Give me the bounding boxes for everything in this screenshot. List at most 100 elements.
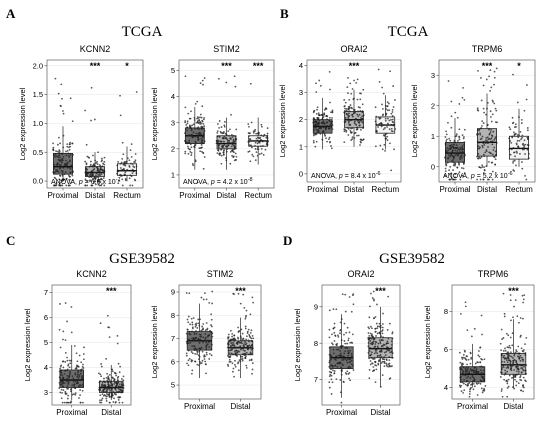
- data-point: [247, 132, 250, 134]
- data-point: [101, 165, 104, 168]
- data-point: [256, 154, 259, 157]
- data-point: [380, 349, 382, 352]
- data-point: [69, 388, 72, 391]
- data-point: [250, 337, 253, 340]
- data-point: [526, 148, 529, 151]
- data-point: [445, 130, 447, 133]
- data-point: [509, 153, 512, 156]
- data-point: [393, 148, 395, 151]
- data-point: [195, 336, 197, 339]
- y-tick-label: 0: [431, 162, 435, 171]
- data-point: [512, 151, 515, 154]
- data-point: [521, 134, 524, 137]
- data-point: [202, 83, 204, 86]
- data-point: [69, 371, 71, 373]
- data-point: [479, 346, 481, 349]
- data-point: [237, 292, 240, 295]
- data-point: [242, 347, 245, 350]
- data-point: [205, 372, 207, 375]
- data-point: [488, 75, 490, 78]
- data-point: [491, 170, 494, 173]
- data-point: [201, 150, 203, 153]
- data-point: [343, 333, 345, 336]
- data-point: [367, 338, 370, 341]
- data-point: [459, 312, 462, 315]
- data-point: [68, 376, 71, 378]
- data-point: [512, 363, 515, 366]
- data-point: [114, 372, 117, 374]
- data-point: [243, 339, 246, 342]
- data-point: [247, 328, 250, 331]
- data-point: [92, 164, 95, 167]
- y-axis-label: Log2 expression level: [293, 308, 302, 381]
- data-point: [473, 379, 476, 382]
- data-point: [225, 159, 228, 162]
- data-point: [79, 369, 82, 371]
- data-point: [58, 183, 61, 186]
- data-point: [361, 110, 364, 113]
- data-point: [186, 122, 189, 125]
- data-point: [526, 129, 529, 132]
- y-tick-label: 7: [171, 334, 175, 343]
- data-point: [507, 346, 510, 349]
- data-point: [228, 349, 231, 352]
- data-point: [120, 161, 123, 164]
- data-point: [202, 118, 205, 121]
- data-point: [122, 379, 125, 382]
- data-point: [200, 296, 203, 299]
- data-point: [458, 128, 461, 131]
- data-point: [108, 395, 111, 398]
- data-point: [101, 397, 104, 400]
- data-point: [103, 385, 106, 387]
- data-point: [57, 171, 60, 173]
- data-point: [120, 385, 122, 388]
- y-tick-label: 2: [299, 115, 303, 124]
- data-point: [68, 175, 71, 178]
- data-point: [508, 137, 510, 140]
- data-point: [359, 98, 362, 101]
- data-point: [458, 171, 461, 174]
- data-point: [58, 136, 60, 139]
- data-point: [485, 165, 488, 168]
- data-point: [502, 350, 505, 352]
- data-point: [94, 180, 97, 183]
- data-point: [373, 347, 376, 350]
- data-point: [509, 346, 512, 349]
- data-point: [352, 303, 355, 306]
- data-point: [233, 344, 236, 347]
- y-tick-label: 8: [314, 339, 318, 348]
- data-point: [197, 354, 200, 357]
- data-point: [513, 387, 515, 390]
- data-point: [328, 127, 331, 130]
- data-point: [85, 162, 88, 165]
- data-point: [195, 132, 197, 135]
- data-point: [232, 353, 235, 356]
- data-point: [464, 370, 467, 373]
- data-point: [192, 164, 195, 167]
- y-tick-label: 5: [171, 381, 175, 390]
- data-point: [332, 308, 335, 311]
- data-point: [328, 359, 331, 362]
- data-point: [189, 117, 192, 120]
- data-point: [190, 110, 192, 113]
- data-point: [495, 109, 498, 112]
- data-point: [116, 342, 119, 345]
- data-point: [474, 362, 477, 365]
- data-point: [328, 370, 331, 373]
- data-point: [191, 124, 193, 127]
- data-point: [118, 371, 121, 374]
- data-point: [248, 125, 250, 128]
- data-point: [341, 367, 344, 370]
- data-point: [190, 317, 193, 320]
- data-point: [515, 373, 517, 376]
- data-point: [72, 380, 75, 383]
- data-point: [367, 341, 370, 344]
- data-point: [340, 401, 343, 404]
- data-point: [131, 163, 134, 166]
- data-point: [82, 363, 84, 366]
- data-point: [519, 359, 522, 362]
- data-point: [203, 117, 205, 119]
- data-point: [350, 106, 353, 109]
- data-point: [335, 355, 338, 358]
